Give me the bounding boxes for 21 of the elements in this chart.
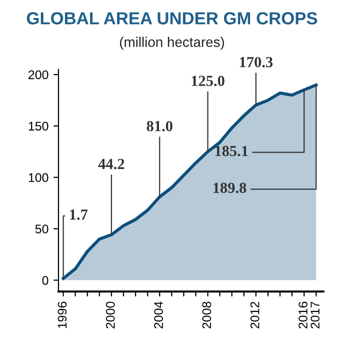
x-tick-label: 2004 (154, 302, 163, 328)
annotation: 185.1 (215, 146, 248, 156)
x-tick-label: 2016 (298, 302, 308, 328)
chart-title: GLOBAL AREA UNDER GM CROPS (26, 12, 318, 24)
x-tick-label: 2012 (250, 302, 260, 328)
annotation: 189.8 (214, 182, 246, 194)
x-tick-label: 2008 (202, 302, 212, 328)
y-tick-label: 50 (35, 224, 48, 234)
annotation: 81.0 (146, 120, 172, 132)
chart-subtitle: (million hectares) (120, 36, 224, 50)
y-tick-label: 200 (28, 70, 48, 80)
annotation: 125.0 (192, 76, 224, 86)
y-tick-label: 0 (42, 276, 48, 285)
annotation: 1.7 (70, 210, 88, 220)
x-tick-label: 2000 (106, 302, 115, 328)
x-tick-label: 1996 (58, 302, 67, 328)
y-tick-label: 100 (28, 173, 48, 182)
y-tick-label: 150 (28, 122, 48, 131)
annotation: 44.2 (98, 158, 124, 170)
x-tick-label: 2017 (310, 302, 320, 328)
annotation: 170.3 (240, 56, 273, 68)
